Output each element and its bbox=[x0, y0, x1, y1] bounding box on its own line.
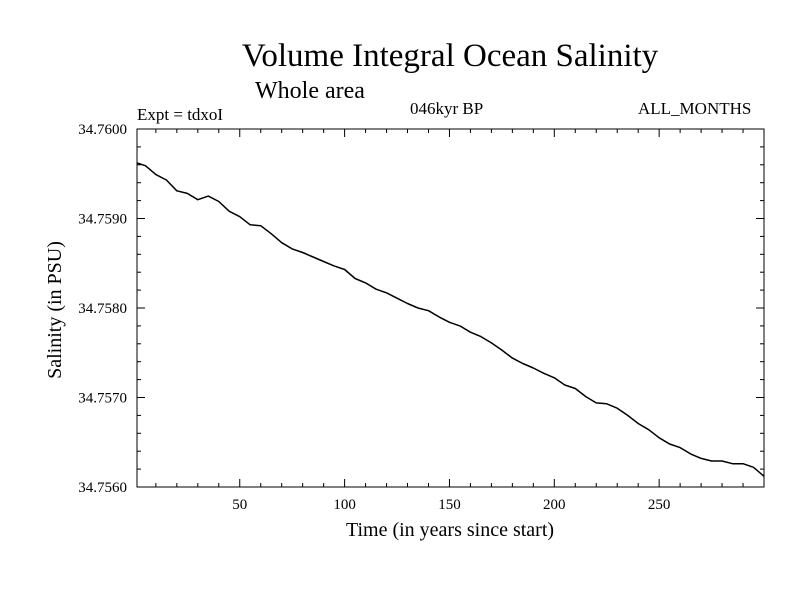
chart-subtitle: Whole area bbox=[255, 78, 365, 104]
x-tick-label: 250 bbox=[648, 497, 671, 513]
x-tick-label: 150 bbox=[438, 497, 461, 513]
plot-frame bbox=[136, 128, 765, 488]
x-tick-label: 100 bbox=[333, 497, 356, 513]
y-tick-label: 34.7570 bbox=[78, 391, 127, 407]
series-group bbox=[136, 162, 765, 477]
x-tick-label: 200 bbox=[543, 497, 566, 513]
period-label: 046kyr BP bbox=[410, 99, 484, 118]
y-tick-label: 34.7590 bbox=[78, 212, 127, 228]
salinity-series-line bbox=[136, 162, 765, 477]
months-label: ALL_MONTHS bbox=[638, 99, 752, 118]
x-tick-label: 50 bbox=[232, 497, 247, 513]
y-axis-label: Salinity (in PSU) bbox=[44, 241, 66, 379]
x-axis-label: Time (in years since start) bbox=[346, 519, 554, 541]
chart-title: Volume Integral Ocean Salinity bbox=[241, 38, 659, 74]
plot-axes: 50 100 150 200 250 34.7560 34.7570 34.7580 34.75… bbox=[78, 122, 765, 513]
y-tick-label: 34.7560 bbox=[78, 480, 127, 496]
y-tick-label: 34.7580 bbox=[78, 301, 127, 317]
y-tick-label: 34.7600 bbox=[78, 122, 127, 138]
experiment-label: Expt = tdxoI bbox=[137, 105, 224, 124]
